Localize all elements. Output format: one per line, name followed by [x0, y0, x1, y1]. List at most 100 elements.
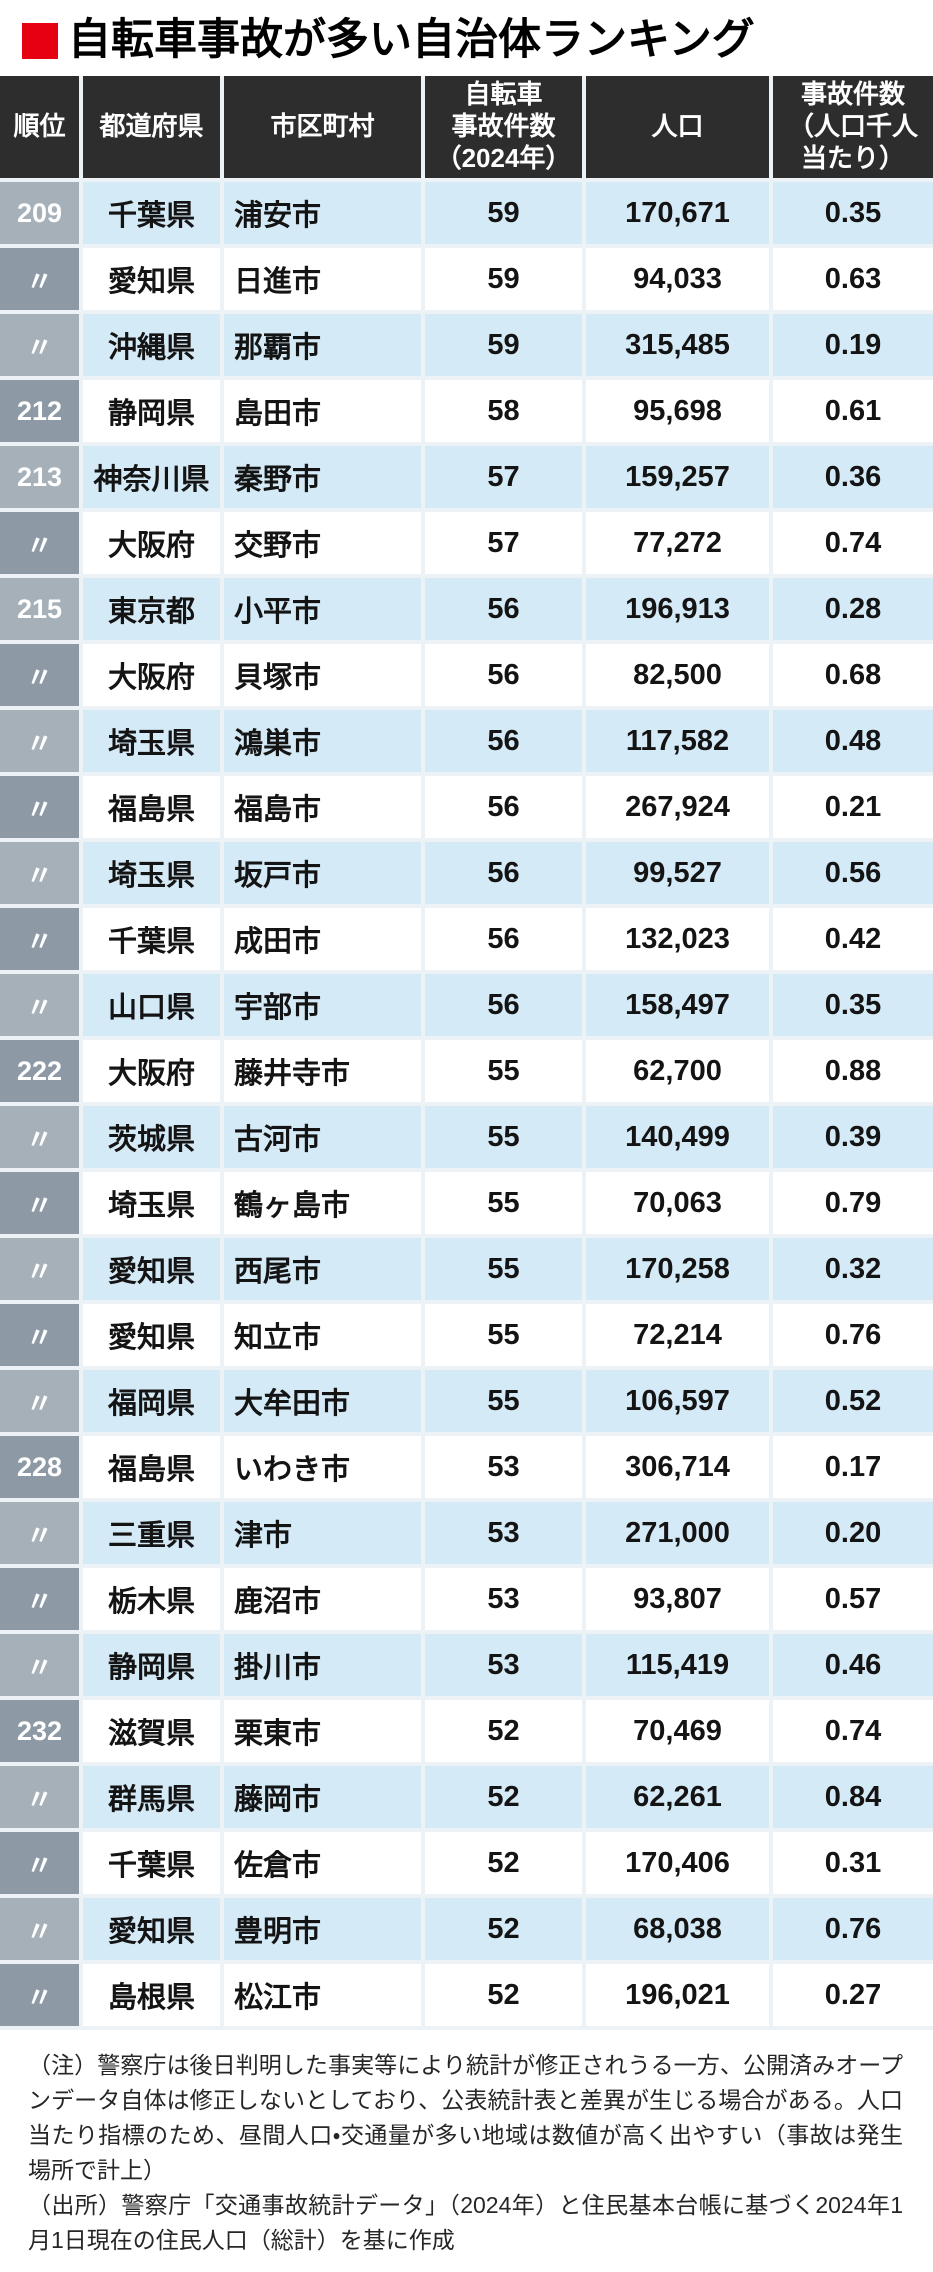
cell-city: 島田市: [224, 380, 425, 446]
cell-city: 交野市: [224, 512, 425, 578]
ranking-table: 順位 都道府県 市区町村 自転車 事故件数 （2024年） 人口 事故件数 （人…: [0, 76, 933, 2030]
cell-rank: 〃: [0, 314, 83, 380]
cell-city: 福島市: [224, 776, 425, 842]
cell-rank: 〃: [0, 1964, 83, 2030]
col-header-population: 人口: [586, 76, 773, 182]
cell-pref: 千葉県: [83, 1832, 224, 1898]
col-header-accidents: 自転車 事故件数 （2024年）: [425, 76, 586, 182]
cell-rank: 〃: [0, 710, 83, 776]
cell-accidents: 52: [425, 1964, 586, 2030]
cell-pref: 愛知県: [83, 1238, 224, 1304]
cell-pref: 愛知県: [83, 1304, 224, 1370]
cell-population: 315,485: [586, 314, 773, 380]
cell-population: 70,063: [586, 1172, 773, 1238]
cell-rank: 〃: [0, 1370, 83, 1436]
cell-rate: 0.63: [773, 248, 933, 314]
col-header-prefecture: 都道府県: [83, 76, 224, 182]
cell-rank: 〃: [0, 1502, 83, 1568]
title-marker-square: [22, 23, 58, 59]
cell-rate: 0.88: [773, 1040, 933, 1106]
cell-pref: 島根県: [83, 1964, 224, 2030]
cell-accidents: 59: [425, 248, 586, 314]
cell-accidents: 56: [425, 578, 586, 644]
cell-city: 秦野市: [224, 446, 425, 512]
cell-rank: 213: [0, 446, 83, 512]
cell-accidents: 55: [425, 1238, 586, 1304]
cell-city: いわき市: [224, 1436, 425, 1502]
cell-pref: 沖縄県: [83, 314, 224, 380]
cell-city: 鶴ヶ島市: [224, 1172, 425, 1238]
cell-pref: 東京都: [83, 578, 224, 644]
cell-pref: 静岡県: [83, 380, 224, 446]
cell-rank: 215: [0, 578, 83, 644]
cell-rank: 〃: [0, 248, 83, 314]
cell-accidents: 55: [425, 1106, 586, 1172]
cell-city: 成田市: [224, 908, 425, 974]
header-row: 順位 都道府県 市区町村 自転車 事故件数 （2024年） 人口 事故件数 （人…: [0, 76, 933, 182]
cell-population: 70,469: [586, 1700, 773, 1766]
cell-pref: 大阪府: [83, 1040, 224, 1106]
cell-rate: 0.28: [773, 578, 933, 644]
table-row: 222 大阪府 藤井寺市 55 62,700 0.88: [0, 1040, 933, 1106]
cell-population: 77,272: [586, 512, 773, 578]
table-row: 〃埼玉県 坂戸市 56 99,527 0.56: [0, 842, 933, 908]
table-row: 〃沖縄県 那覇市 59 315,485 0.19: [0, 314, 933, 380]
source-text: （出所）警察庁「交通事故統計データ」（2024年）と住民基本台帳に基づく2024…: [28, 2191, 903, 2253]
cell-pref: 愛知県: [83, 248, 224, 314]
table-row: 212 静岡県 島田市 58 95,698 0.61: [0, 380, 933, 446]
cell-rate: 0.48: [773, 710, 933, 776]
cell-rank: 〃: [0, 776, 83, 842]
col-header-rate: 事故件数 （人口千人 当たり）: [773, 76, 933, 182]
cell-city: 掛川市: [224, 1634, 425, 1700]
cell-accidents: 58: [425, 380, 586, 446]
table-row: 213 神奈川県 秦野市 57 159,257 0.36: [0, 446, 933, 512]
cell-accidents: 56: [425, 974, 586, 1040]
cell-rate: 0.31: [773, 1832, 933, 1898]
cell-population: 99,527: [586, 842, 773, 908]
table-row: 209 千葉県 浦安市 59 170,671 0.35: [0, 182, 933, 248]
table-row: 〃愛知県 日進市 59 94,033 0.63: [0, 248, 933, 314]
table-row: 〃山口県 宇部市 56 158,497 0.35: [0, 974, 933, 1040]
table-row: 〃埼玉県 鶴ヶ島市 55 70,063 0.79: [0, 1172, 933, 1238]
cell-accidents: 55: [425, 1040, 586, 1106]
cell-rank: 〃: [0, 1568, 83, 1634]
cell-city: 大牟田市: [224, 1370, 425, 1436]
cell-population: 94,033: [586, 248, 773, 314]
cell-rank: 212: [0, 380, 83, 446]
cell-accidents: 52: [425, 1700, 586, 1766]
cell-rate: 0.46: [773, 1634, 933, 1700]
cell-rate: 0.39: [773, 1106, 933, 1172]
cell-rate: 0.74: [773, 1700, 933, 1766]
table-row: 〃埼玉県 鴻巣市 56 117,582 0.48: [0, 710, 933, 776]
cell-accidents: 53: [425, 1568, 586, 1634]
cell-pref: 埼玉県: [83, 842, 224, 908]
cell-population: 267,924: [586, 776, 773, 842]
cell-city: 日進市: [224, 248, 425, 314]
cell-rank: 〃: [0, 1898, 83, 1964]
cell-pref: 千葉県: [83, 182, 224, 248]
table-row: 〃群馬県 藤岡市 52 62,261 0.84: [0, 1766, 933, 1832]
table-row: 〃栃木県 鹿沼市 53 93,807 0.57: [0, 1568, 933, 1634]
cell-rank: 〃: [0, 1238, 83, 1304]
cell-city: 坂戸市: [224, 842, 425, 908]
cell-rank: 〃: [0, 974, 83, 1040]
cell-population: 72,214: [586, 1304, 773, 1370]
col-header-city: 市区町村: [224, 76, 425, 182]
cell-population: 93,807: [586, 1568, 773, 1634]
note-text: （注）警察庁は後日判明した事実等により統計が修正されうる一方、公開済みオープンデ…: [28, 2052, 903, 2183]
table-row: 〃三重県 津市 53 271,000 0.20: [0, 1502, 933, 1568]
cell-accidents: 59: [425, 182, 586, 248]
cell-population: 170,406: [586, 1832, 773, 1898]
cell-rate: 0.21: [773, 776, 933, 842]
cell-population: 271,000: [586, 1502, 773, 1568]
cell-accidents: 56: [425, 842, 586, 908]
cell-rate: 0.35: [773, 182, 933, 248]
cell-rank: 209: [0, 182, 83, 248]
cell-pref: 福島県: [83, 1436, 224, 1502]
cell-rank: 〃: [0, 1172, 83, 1238]
table-body: 209 千葉県 浦安市 59 170,671 0.35 〃愛知県 日進市 59 94,033 0.6…: [0, 182, 933, 2030]
cell-accidents: 55: [425, 1304, 586, 1370]
table-row: 〃福島県 福島市 56 267,924 0.21: [0, 776, 933, 842]
cell-population: 306,714: [586, 1436, 773, 1502]
